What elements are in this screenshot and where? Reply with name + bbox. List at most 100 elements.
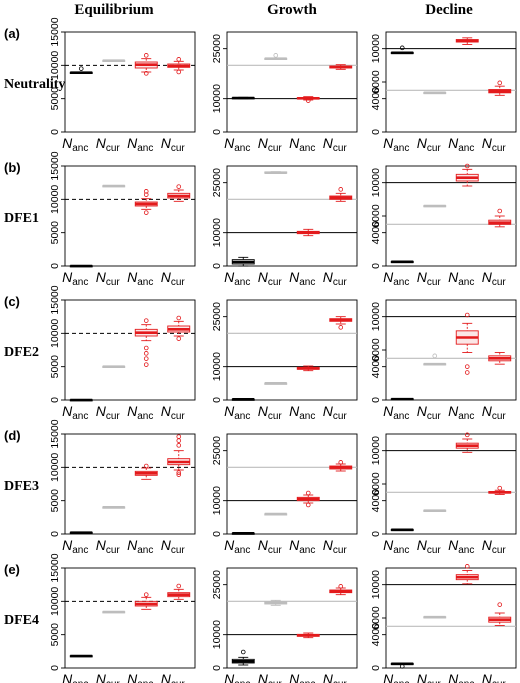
x-axis-label: Nanc	[289, 403, 315, 422]
outlier-point	[497, 80, 503, 86]
panel-letter-b: (b)	[4, 160, 21, 175]
box-n-cur	[167, 315, 191, 341]
outlier-point	[143, 351, 149, 356]
x-axis-label: Ncur	[96, 537, 121, 556]
plot-frame	[385, 433, 517, 535]
outlier-point	[143, 592, 149, 597]
y-tick-label: 10000	[370, 168, 382, 197]
box-n-cur	[488, 208, 512, 228]
x-axis-label: Nanc	[383, 269, 409, 288]
x-axis-label: Nanc	[224, 403, 250, 422]
box-n-anc	[231, 256, 255, 267]
box-n-anc	[134, 463, 158, 480]
y-tick-label: 15000	[49, 17, 61, 46]
outlier-point	[273, 53, 279, 58]
y-tick-label: 0	[370, 129, 382, 135]
outlier-point	[143, 356, 149, 361]
x-axis-label: Ncur	[258, 537, 283, 556]
x-axis-label: Ncur	[323, 537, 348, 556]
x-axis-label: Nanc	[224, 135, 250, 154]
y-tick-label: 0	[211, 129, 223, 135]
x-axis-label: Nanc	[62, 135, 88, 154]
box-n-anc	[69, 264, 93, 268]
box-n-cur	[102, 184, 126, 188]
box-n-anc	[134, 318, 158, 367]
x-axis-label: Ncur	[482, 403, 507, 422]
panel-growth-row-2: 0 10000 25000 Nanc Ncur Nanc Ncur	[211, 299, 358, 422]
x-axis-label: Ncur	[323, 403, 348, 422]
y-tick-label: 25000	[211, 302, 223, 331]
panel-growth-row-3: 0 10000 25000 Nanc Ncur Nanc Ncur	[211, 433, 358, 556]
y-tick-label: 10000	[49, 319, 61, 348]
box-n-anc	[455, 432, 479, 453]
x-axis-label: Nanc	[383, 135, 409, 154]
x-axis-label: Ncur	[417, 403, 442, 422]
y-tick-label: 10000	[211, 486, 223, 515]
outlier-point	[143, 53, 149, 58]
x-axis-label: Nanc	[127, 135, 153, 154]
outlier-point	[399, 664, 405, 669]
outlier-point	[305, 502, 311, 508]
plot-frame	[64, 31, 196, 133]
panel-growth-row-0: 0 10000 25000 Nanc Ncur Nanc Ncur	[211, 31, 358, 154]
x-axis-label: Ncur	[258, 269, 283, 288]
row-name-dfe3: DFE3	[4, 479, 39, 494]
y-tick-label: 25000	[211, 570, 223, 599]
panel-equilibrium-row-4: 0 5000 10000 15000 Nanc Ncur Nanc Ncur	[49, 553, 196, 683]
outlier-point	[176, 438, 182, 443]
plot-frame	[385, 299, 517, 401]
outlier-point	[338, 325, 344, 330]
y-tick-label: 6000	[370, 204, 382, 228]
x-axis-label: Nanc	[448, 671, 474, 683]
y-tick-label: 10000	[370, 34, 382, 63]
x-axis-label: Ncur	[482, 537, 507, 556]
y-tick-label: 25000	[211, 34, 223, 63]
box-n-cur	[423, 91, 447, 95]
outlier-point	[176, 69, 182, 75]
y-tick-label: 5000	[49, 221, 61, 245]
x-axis-label: Nanc	[383, 537, 409, 556]
outlier-point	[78, 66, 84, 71]
y-tick-label: 10000	[211, 352, 223, 381]
outlier-point	[497, 208, 503, 214]
x-axis-label: Ncur	[96, 671, 121, 683]
y-tick-label: 0	[370, 665, 382, 671]
x-axis-label: Ncur	[161, 403, 186, 422]
box-n-anc	[69, 654, 93, 658]
box-n-cur	[264, 382, 288, 385]
box-n-cur	[102, 59, 126, 62]
outlier-point	[176, 583, 182, 589]
box-n-anc	[296, 632, 320, 639]
box-n-anc	[134, 592, 158, 610]
x-axis-label: Ncur	[161, 537, 186, 556]
outlier-point	[176, 472, 182, 477]
x-axis-label: Ncur	[96, 269, 121, 288]
y-tick-label: 6000	[370, 338, 382, 362]
y-tick-label: 6000	[370, 70, 382, 94]
x-axis-label: Nanc	[289, 269, 315, 288]
outlier-point	[143, 345, 149, 351]
y-tick-label: 15000	[49, 151, 61, 180]
panel-letter-c: (c)	[4, 294, 20, 309]
box-n-cur	[423, 509, 447, 512]
panel-equilibrium-row-0: 0 5000 10000 15000 Nanc Ncur Nanc Ncur	[49, 17, 196, 154]
y-tick-label: 10000	[49, 453, 61, 482]
y-tick-label: 0	[49, 129, 61, 135]
y-tick-label: 15000	[49, 285, 61, 314]
outlier-point	[432, 353, 438, 359]
outlier-point	[497, 602, 503, 607]
plot-frame	[226, 567, 358, 669]
panel-growth-row-1: 0 10000 25000 Nanc Ncur Nanc Ncur	[211, 165, 358, 288]
x-axis-label: Ncur	[161, 269, 186, 288]
x-axis-label: Ncur	[96, 135, 121, 154]
x-axis-label: Ncur	[482, 135, 507, 154]
y-tick-label: 5000	[49, 87, 61, 111]
box-n-cur	[423, 353, 447, 366]
x-axis-label: Nanc	[62, 269, 88, 288]
y-tick-label: 0	[211, 397, 223, 403]
x-axis-label: Nanc	[127, 537, 153, 556]
column-title-decline: Decline	[425, 2, 473, 18]
y-tick-label: 10000	[49, 587, 61, 616]
